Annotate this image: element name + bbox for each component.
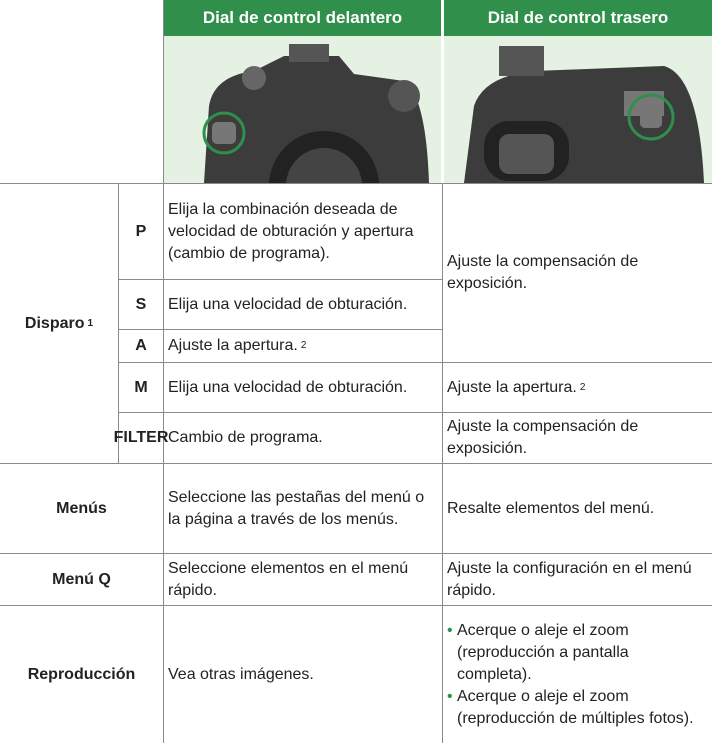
front-text: Ajuste la apertura. 2 xyxy=(164,330,442,362)
mode-label: P xyxy=(135,222,147,240)
text: Ajuste la apertura. xyxy=(447,378,577,396)
mode-label: FILTER xyxy=(113,429,169,446)
front-text: Seleccione las pestañas del menú o la pá… xyxy=(168,488,425,528)
camera-image xyxy=(444,36,712,183)
front-text: Seleccione elementos en el menú rápido. xyxy=(168,559,409,599)
column-header: Dial de control delantero xyxy=(164,0,441,36)
front-text: Elija la combinación deseada de velocida… xyxy=(168,200,414,262)
rear-text: Ajuste la configuración en el menú rápid… xyxy=(447,559,692,599)
footnote-ref: 2 xyxy=(300,340,307,351)
front-text: Elija una velocidad de obturación. xyxy=(168,378,408,396)
rear-text: Ajuste la compensación de exposición. xyxy=(447,253,639,292)
row-label: Menús xyxy=(56,499,107,517)
rear-text: Acerque o aleje el zoom (reproducción a … xyxy=(443,606,712,743)
mode-label: A xyxy=(135,337,147,354)
bullet-item: Acerque o aleje el zoom (reproducción de… xyxy=(447,686,706,730)
rear-text: Resalte elementos del menú. xyxy=(447,499,655,517)
mode-label: S xyxy=(135,295,147,313)
camera-illustration xyxy=(202,44,429,183)
column-header: Dial de control trasero xyxy=(444,0,712,36)
rear-text: Ajuste la compensación de exposición. xyxy=(447,418,639,457)
mode-label: M xyxy=(134,378,148,396)
footnote-ref: 1 xyxy=(87,317,94,329)
footnote-ref: 2 xyxy=(579,381,586,393)
row-label: Reproducción xyxy=(27,665,136,683)
camera-illustration xyxy=(464,46,704,183)
front-text: Elija una velocidad de obturación. xyxy=(168,295,408,313)
text: Ajuste la apertura. xyxy=(168,337,298,354)
front-text: Cambio de programa. xyxy=(168,429,323,446)
row-label: Menú Q xyxy=(52,570,111,588)
group-label: Disparo 1 xyxy=(0,184,118,463)
label-text: Disparo xyxy=(24,314,85,332)
camera-image xyxy=(164,36,441,183)
bullet-list: Acerque o aleje el zoom (reproducción a … xyxy=(447,620,706,730)
front-text: Vea otras imágenes. xyxy=(168,665,314,683)
rear-text: Ajuste la apertura. 2 xyxy=(443,363,712,412)
bullet-item: Acerque o aleje el zoom (reproducción a … xyxy=(447,620,706,686)
